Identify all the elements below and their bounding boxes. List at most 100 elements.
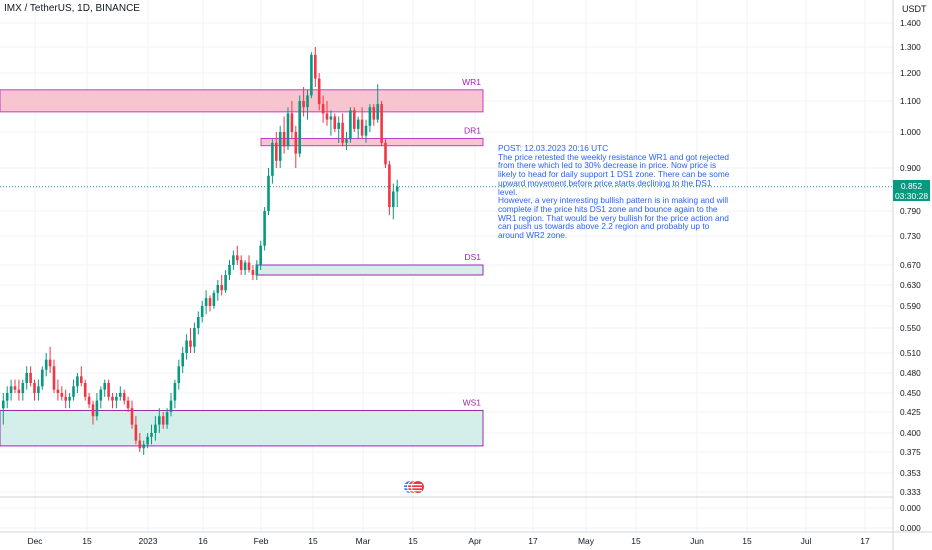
candle[interactable] bbox=[325, 101, 329, 126]
candle[interactable] bbox=[310, 52, 313, 99]
event-flag-icon[interactable] bbox=[403, 480, 425, 494]
candle[interactable] bbox=[333, 113, 337, 132]
candle[interactable] bbox=[239, 255, 243, 275]
candle[interactable] bbox=[138, 433, 142, 452]
zone-ds1[interactable] bbox=[255, 264, 484, 276]
candle[interactable] bbox=[208, 295, 212, 312]
candle[interactable] bbox=[37, 379, 40, 401]
candle[interactable] bbox=[122, 389, 126, 405]
candle[interactable] bbox=[275, 132, 278, 168]
candle[interactable] bbox=[103, 379, 106, 397]
candle[interactable] bbox=[111, 393, 114, 409]
candle[interactable] bbox=[282, 116, 286, 154]
candle[interactable] bbox=[314, 47, 317, 87]
candle[interactable] bbox=[356, 116, 360, 140]
candle[interactable] bbox=[146, 433, 149, 449]
candle[interactable] bbox=[259, 240, 262, 270]
candle[interactable] bbox=[150, 424, 153, 445]
candle[interactable] bbox=[41, 366, 44, 390]
candle[interactable] bbox=[64, 389, 67, 409]
candle[interactable] bbox=[243, 260, 247, 275]
candle[interactable] bbox=[232, 250, 235, 271]
zone-wr1[interactable] bbox=[0, 89, 484, 113]
candle[interactable] bbox=[224, 270, 227, 293]
candle[interactable] bbox=[372, 104, 376, 126]
candle[interactable] bbox=[345, 132, 348, 150]
candle[interactable] bbox=[278, 125, 282, 168]
candle[interactable] bbox=[267, 168, 270, 216]
candle[interactable] bbox=[126, 396, 130, 412]
candle[interactable] bbox=[193, 322, 196, 354]
candle[interactable] bbox=[21, 379, 25, 401]
candle[interactable] bbox=[290, 101, 294, 140]
candle[interactable] bbox=[130, 400, 134, 429]
candle[interactable] bbox=[154, 416, 157, 441]
candle[interactable] bbox=[56, 379, 60, 401]
candle[interactable] bbox=[337, 116, 340, 143]
candle[interactable] bbox=[197, 311, 200, 335]
candle[interactable] bbox=[165, 408, 169, 429]
candle[interactable] bbox=[25, 366, 28, 390]
candle[interactable] bbox=[107, 379, 110, 401]
candle[interactable] bbox=[298, 95, 301, 158]
candle[interactable] bbox=[72, 379, 75, 401]
candle[interactable] bbox=[83, 379, 87, 401]
candle[interactable] bbox=[376, 84, 379, 123]
candle[interactable] bbox=[13, 379, 17, 393]
candle[interactable] bbox=[9, 379, 13, 401]
candle[interactable] bbox=[189, 328, 192, 353]
candle[interactable] bbox=[392, 183, 395, 220]
candle[interactable] bbox=[60, 386, 64, 401]
candle[interactable] bbox=[286, 107, 290, 150]
candle[interactable] bbox=[294, 125, 298, 168]
candle[interactable] bbox=[95, 393, 99, 421]
candle[interactable] bbox=[185, 334, 188, 360]
candle[interactable] bbox=[17, 379, 21, 401]
candle[interactable] bbox=[177, 359, 181, 390]
zone-ws1[interactable] bbox=[0, 409, 484, 447]
candle[interactable] bbox=[33, 379, 36, 401]
candle[interactable] bbox=[173, 379, 177, 409]
candle[interactable] bbox=[216, 280, 220, 301]
candle[interactable] bbox=[236, 245, 239, 265]
candle[interactable] bbox=[380, 101, 383, 147]
candle[interactable] bbox=[80, 366, 83, 387]
candle[interactable] bbox=[349, 107, 352, 143]
candle[interactable] bbox=[302, 87, 305, 117]
candle[interactable] bbox=[306, 89, 309, 120]
candle[interactable] bbox=[228, 260, 231, 280]
candle[interactable] bbox=[161, 412, 165, 429]
candle[interactable] bbox=[388, 160, 391, 216]
candle[interactable] bbox=[48, 346, 52, 373]
candle[interactable] bbox=[87, 393, 91, 409]
candle[interactable] bbox=[263, 207, 266, 251]
candle[interactable] bbox=[329, 110, 333, 136]
candle[interactable] bbox=[204, 290, 208, 315]
candle[interactable] bbox=[247, 255, 251, 273]
candle[interactable] bbox=[44, 353, 48, 377]
candle[interactable] bbox=[76, 373, 79, 393]
zone-dr1[interactable] bbox=[260, 137, 484, 147]
candle[interactable] bbox=[317, 73, 321, 111]
candle[interactable] bbox=[169, 393, 173, 417]
candle[interactable] bbox=[68, 393, 71, 409]
candle[interactable] bbox=[255, 260, 259, 280]
candle[interactable] bbox=[341, 113, 344, 147]
candle[interactable] bbox=[158, 408, 161, 433]
candle[interactable] bbox=[251, 265, 255, 280]
candle[interactable] bbox=[360, 107, 364, 140]
candle[interactable] bbox=[5, 386, 9, 409]
candle[interactable] bbox=[200, 300, 204, 323]
candle[interactable] bbox=[134, 416, 138, 445]
candle[interactable] bbox=[91, 400, 95, 425]
candle[interactable] bbox=[142, 440, 145, 455]
candle[interactable] bbox=[271, 139, 274, 184]
candle[interactable] bbox=[115, 393, 118, 409]
candle[interactable] bbox=[353, 107, 356, 132]
candle[interactable] bbox=[52, 359, 56, 393]
candle[interactable] bbox=[395, 179, 399, 208]
candle[interactable] bbox=[212, 290, 216, 309]
candle[interactable] bbox=[368, 104, 372, 132]
candle[interactable] bbox=[119, 386, 122, 401]
